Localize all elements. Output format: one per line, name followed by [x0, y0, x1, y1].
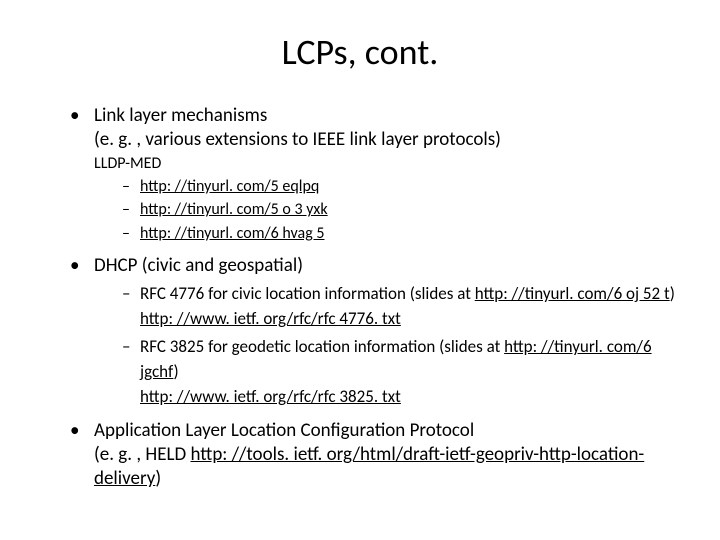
rfc-list: RFC 4776 for civic location information … — [94, 282, 680, 409]
slide-title: LCPs, cont. — [40, 30, 680, 74]
url-link[interactable]: http: //tinyurl. com/5 o 3 yxk — [140, 200, 328, 219]
slides-link[interactable]: http: //tinyurl. com/6 oj 52 t — [475, 283, 670, 304]
url-link[interactable]: http: //tinyurl. com/6 hvag 5 — [140, 224, 324, 243]
bullet-item: Application Layer Location Configuration… — [70, 419, 680, 490]
rfc-text: RFC 3825 for geodetic location informati… — [140, 336, 504, 357]
list-item: http: //tinyurl. com/5 o 3 yxk — [122, 199, 680, 221]
bullet-text: Application Layer Location Configuration… — [94, 419, 474, 442]
list-item: RFC 3825 for geodetic location informati… — [122, 335, 680, 409]
list-item: RFC 4776 for civic location information … — [122, 282, 680, 331]
sub-label: LLDP-MED — [94, 154, 680, 174]
list-item: http: //tinyurl. com/6 hvag 5 — [122, 223, 680, 245]
bullet-item: Link layer mechanisms (e. g. , various e… — [70, 104, 680, 244]
bullet-text-line2-suffix: ) — [155, 467, 161, 490]
rfc-url-link[interactable]: http: //www. ietf. org/rfc/rfc 3825. txt — [140, 386, 401, 407]
bullet-text-line2: (e. g. , various extensions to IEEE link… — [94, 128, 501, 151]
list-item: http: //tinyurl. com/5 eqlpq — [122, 176, 680, 198]
rfc-suffix: ) — [173, 361, 178, 382]
bullet-item: DHCP (civic and geospatial) RFC 4776 for… — [70, 254, 680, 409]
bullet-text: DHCP (civic and geospatial) — [94, 254, 303, 277]
rfc-url-link[interactable]: http: //www. ietf. org/rfc/rfc 4776. txt — [140, 308, 401, 329]
bullet-text: Link layer mechanisms — [94, 104, 267, 127]
slide: LCPs, cont. Link layer mechanisms (e. g.… — [0, 0, 720, 540]
rfc-text: RFC 4776 for civic location information … — [140, 283, 475, 304]
bullet-text-line2-prefix: (e. g. , HELD — [94, 443, 190, 466]
link-list: http: //tinyurl. com/5 eqlpq http: //tin… — [94, 176, 680, 245]
rfc-suffix: ) — [670, 283, 675, 304]
bullet-list: Link layer mechanisms (e. g. , various e… — [40, 104, 680, 490]
url-link[interactable]: http: //tinyurl. com/5 eqlpq — [140, 177, 319, 196]
